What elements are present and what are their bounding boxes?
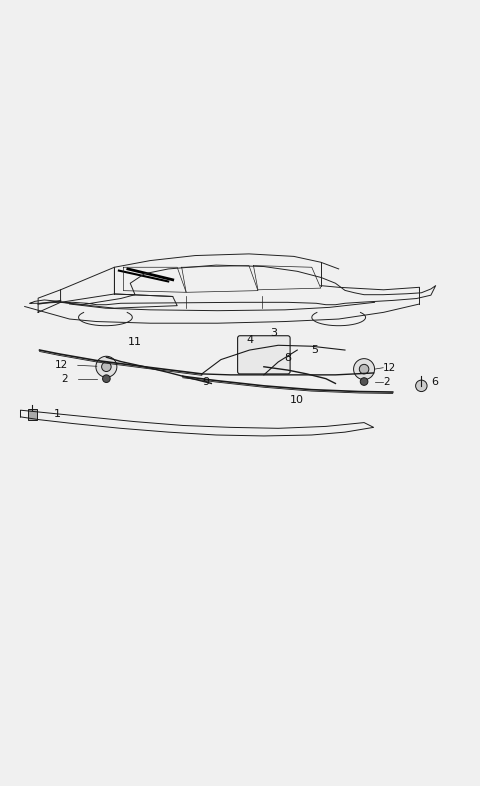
Text: 9: 9: [202, 376, 209, 387]
Text: 2: 2: [383, 376, 390, 387]
Text: 8: 8: [284, 354, 291, 363]
Text: 10: 10: [290, 395, 304, 406]
Text: 12: 12: [55, 360, 68, 370]
Circle shape: [354, 358, 374, 380]
Text: 4: 4: [246, 336, 253, 345]
FancyBboxPatch shape: [238, 336, 290, 374]
Circle shape: [96, 356, 117, 377]
Circle shape: [416, 380, 427, 391]
Text: 6: 6: [431, 376, 438, 387]
Circle shape: [103, 375, 110, 383]
Circle shape: [360, 378, 368, 385]
Text: 1: 1: [54, 410, 61, 420]
Circle shape: [102, 362, 111, 372]
Circle shape: [360, 365, 369, 374]
Text: 3: 3: [270, 328, 277, 338]
Text: 11: 11: [128, 336, 142, 347]
FancyBboxPatch shape: [28, 410, 36, 420]
Text: 12: 12: [383, 362, 396, 373]
Text: 5: 5: [312, 345, 319, 355]
Text: 2: 2: [61, 373, 68, 384]
